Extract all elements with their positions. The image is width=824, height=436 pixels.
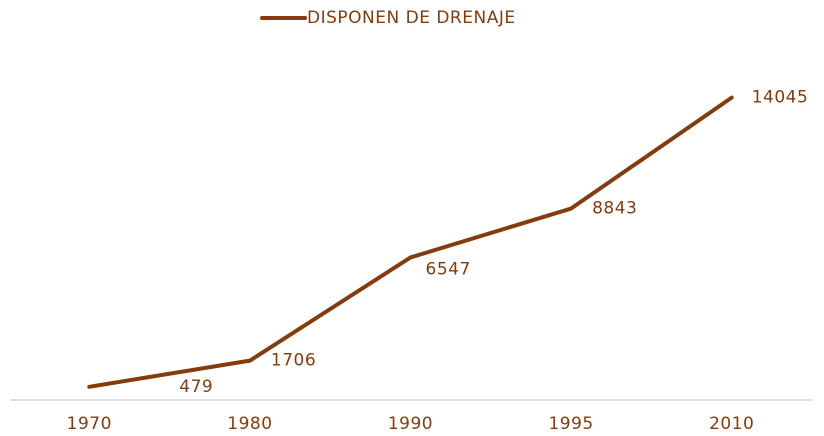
x-tick-label: 1970 [67, 414, 112, 434]
x-tick-label: 2010 [709, 414, 754, 434]
legend-label: DISPONEN DE DRENAJE [307, 8, 516, 28]
x-tick-label: 1990 [388, 414, 433, 434]
data-label: 6547 [426, 259, 471, 279]
data-label: 479 [179, 377, 213, 397]
line [87, 95, 734, 389]
data-label: 14045 [752, 88, 809, 108]
x-tick-label: 1995 [548, 414, 593, 434]
data-label: 8843 [592, 199, 637, 219]
x-tick-label: 1980 [227, 414, 272, 434]
data-label: 1706 [271, 351, 316, 371]
